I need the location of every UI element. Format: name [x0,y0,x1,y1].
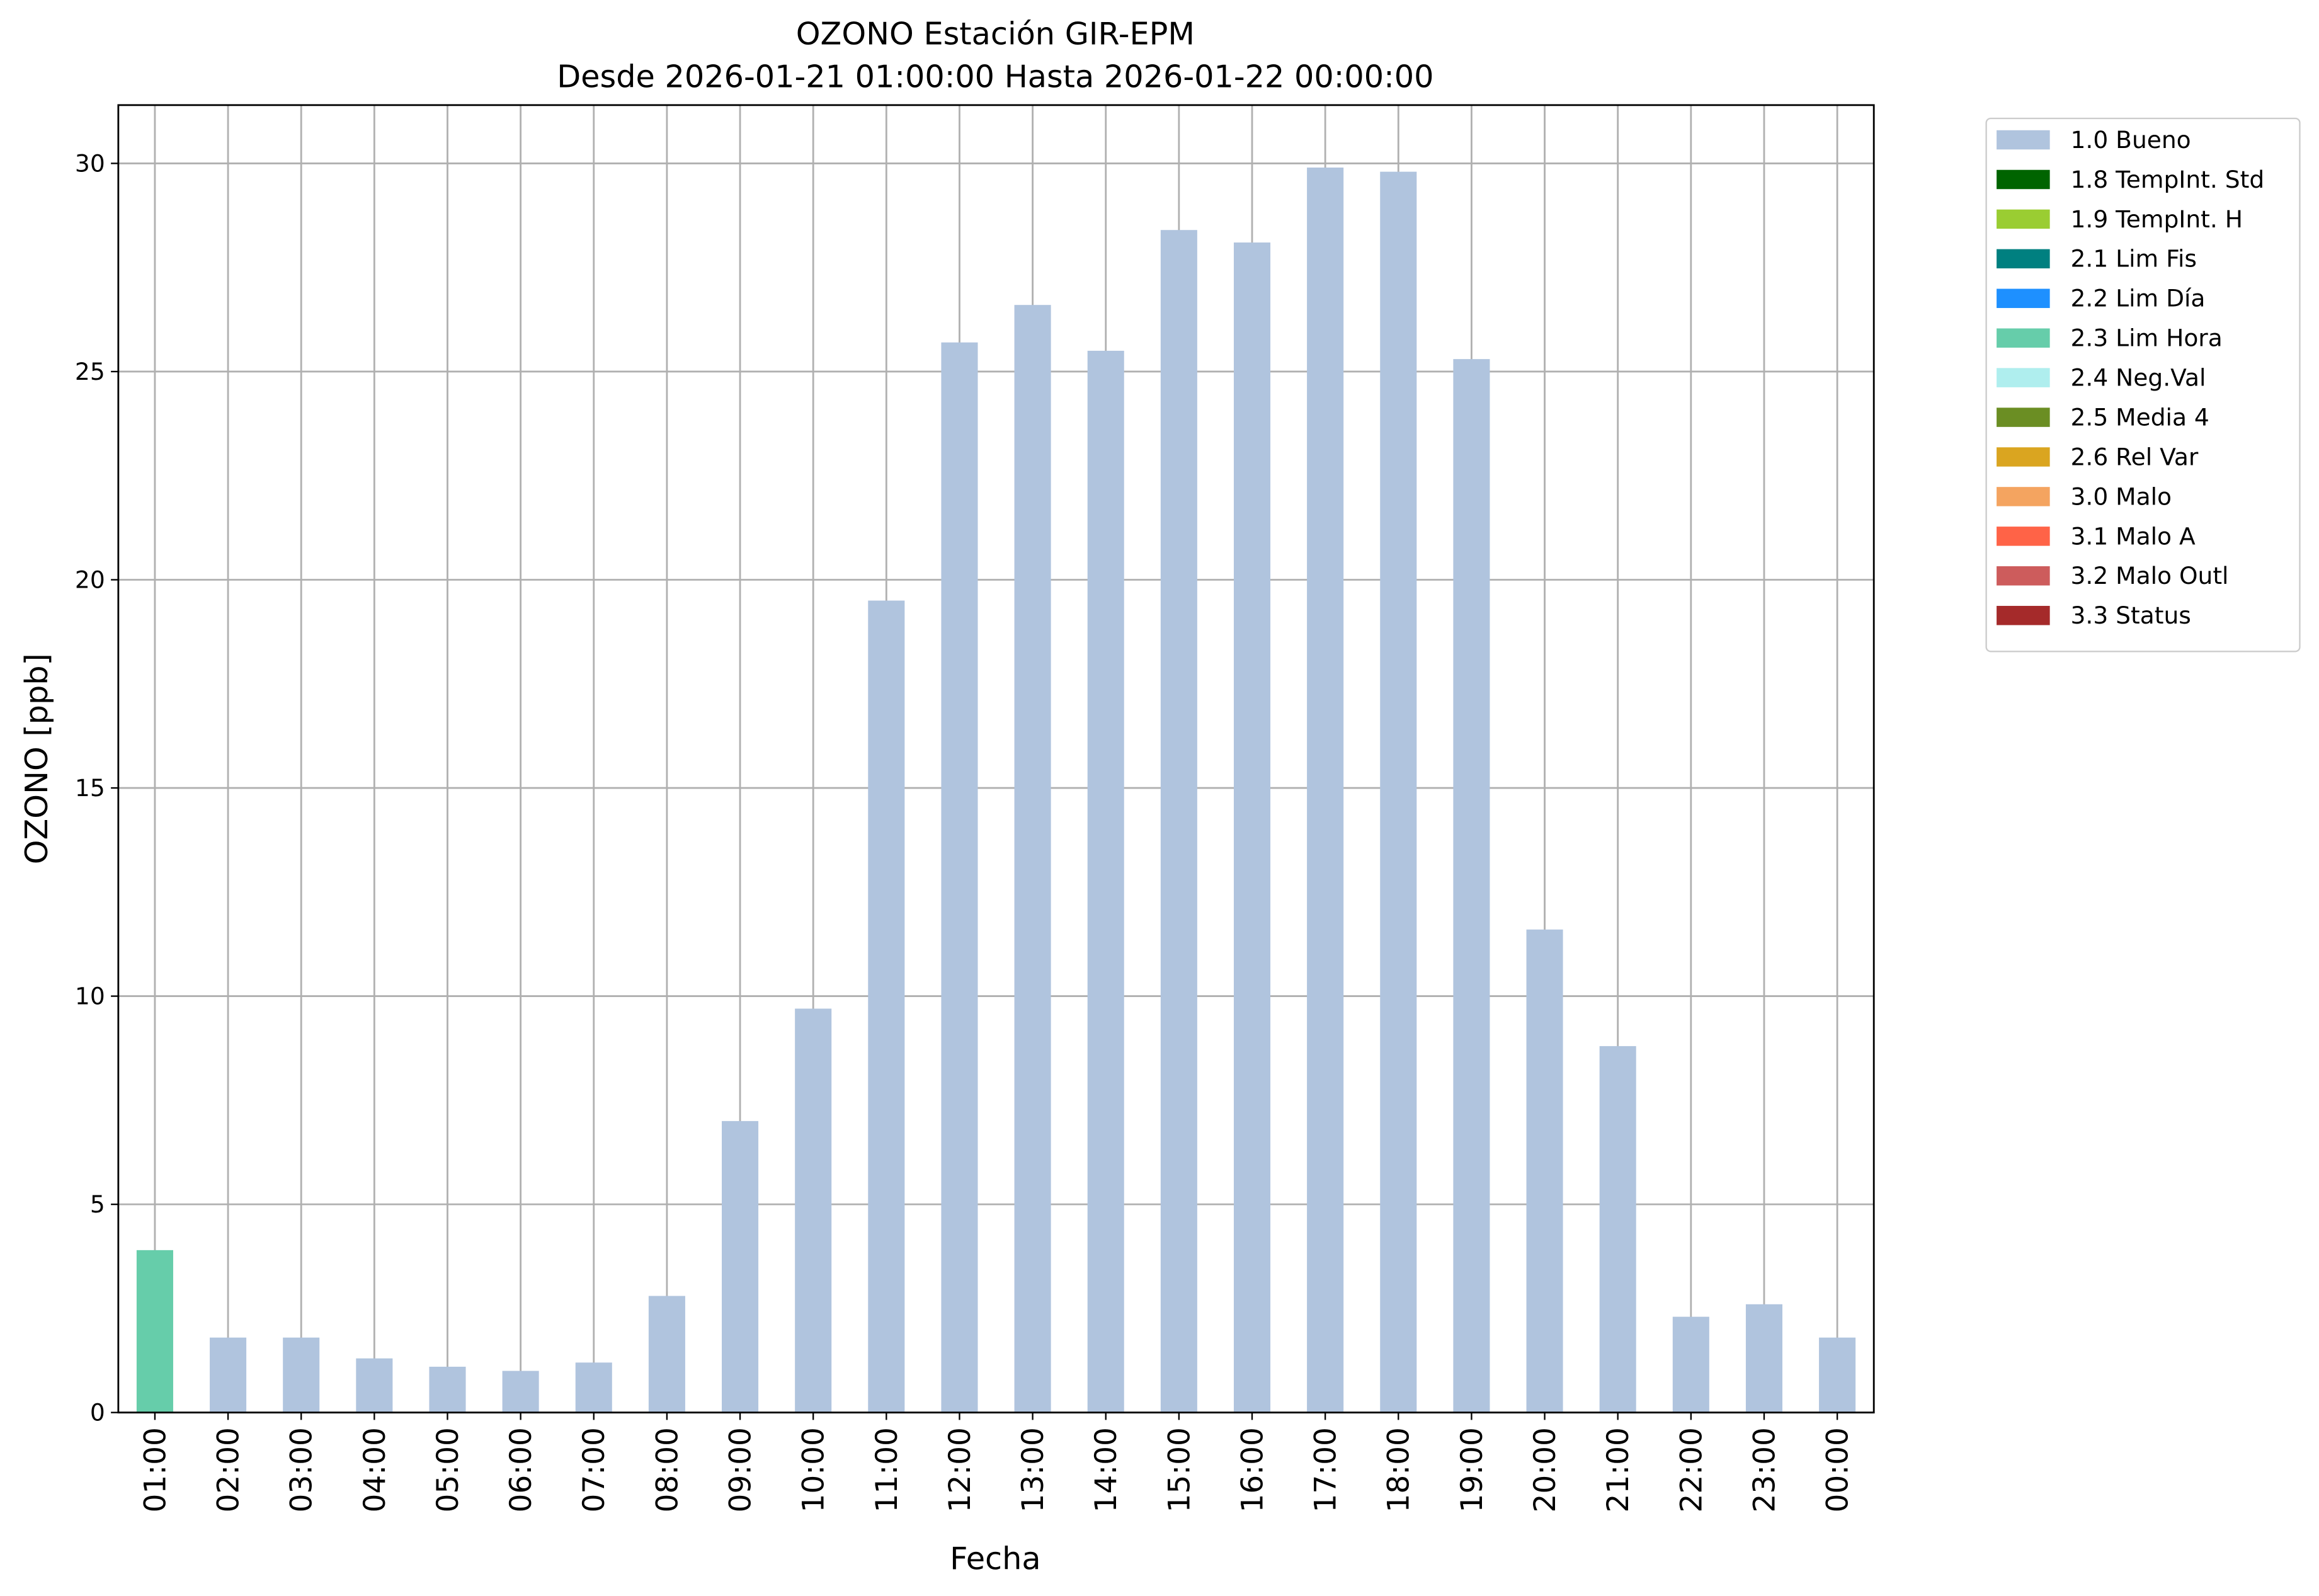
x-tick-label: 22:00 [1674,1427,1709,1512]
legend-label: 1.0 Bueno [2071,126,2191,154]
x-tick-label: 05:00 [431,1427,465,1512]
legend-swatch [1997,169,2050,190]
bar [1745,1304,1783,1413]
x-tick-label: 02:00 [212,1427,246,1512]
legend-swatch [1997,447,2050,467]
bar [502,1371,539,1413]
y-tick-label: 30 [75,149,105,177]
legend-label: 2.4 Neg.Val [2071,364,2206,392]
legend-swatch [1997,249,2050,269]
bar [1233,242,1271,1413]
x-tick-label: 17:00 [1309,1427,1343,1512]
bar [1014,305,1051,1413]
legend-swatch [1997,368,2050,387]
ticks: 0 5 10 15 20 25 30 01:00 02:00 03:00 04:00 05:00 06:… [75,149,1855,1512]
x-tick-label: 20:00 [1528,1427,1563,1512]
legend-label: 2.2 Lim Día [2071,285,2206,312]
legend-label: 3.2 Malo Outl [2071,562,2229,590]
bar [429,1366,466,1413]
legend-label: 1.8 TempInt. Std [2071,166,2265,193]
bar [136,1250,173,1413]
bar [941,342,978,1413]
chart-title: OZONO Estación GIR-EPM [796,16,1195,52]
bar [1453,359,1490,1413]
y-tick-label: 0 [90,1399,105,1427]
legend-swatch [1997,328,2050,348]
bar [795,1008,832,1413]
bar [1672,1316,1709,1413]
x-tick-label: 21:00 [1601,1427,1636,1512]
plot-frame [117,104,1875,1414]
legend-label: 3.1 Malo A [2071,522,2196,550]
bar [283,1337,320,1413]
bar [356,1358,393,1413]
x-tick-label: 19:00 [1455,1427,1490,1512]
x-tick-label: 16:00 [1235,1427,1270,1512]
x-tick-label: 11:00 [870,1427,904,1512]
bar [210,1337,247,1413]
bar [1819,1337,1856,1413]
bar [648,1296,685,1413]
y-tick-label: 5 [90,1190,105,1218]
x-tick-label: 07:00 [577,1427,612,1512]
legend-swatch [1997,566,2050,586]
x-tick-label: 04:00 [358,1427,392,1512]
legend-label: 3.0 Malo [2071,482,2172,510]
y-tick-label: 25 [75,358,105,385]
legend-swatch [1997,605,2050,625]
x-tick-label: 10:00 [797,1427,831,1512]
x-tick-label: 03:00 [285,1427,319,1512]
y-axis-label: OZONO [ppb] [18,653,55,864]
legend-label: 2.6 Rel Var [2071,443,2199,470]
x-tick-label: 09:00 [723,1427,758,1512]
x-tick-label: 23:00 [1747,1427,1782,1512]
bar [1307,168,1344,1413]
x-tick-label: 01:00 [138,1427,173,1512]
y-tick-label: 20 [75,566,105,593]
legend-label: 2.3 Lim Hora [2071,324,2223,352]
y-tick-label: 15 [75,774,105,802]
bar [1599,1046,1636,1413]
legend-frame [1985,117,2301,653]
legend-swatch [1997,130,2050,150]
legend-label: 1.9 TempInt. H [2071,205,2243,233]
x-tick-label: 12:00 [943,1427,977,1512]
bar [1526,929,1563,1413]
x-tick-label: 13:00 [1016,1427,1051,1512]
bar [722,1120,759,1413]
bar [1160,230,1197,1413]
x-tick-label: 15:00 [1162,1427,1197,1512]
legend-swatch [1997,209,2050,229]
x-tick-label: 18:00 [1382,1427,1416,1512]
legend-label: 3.3 Status [2071,601,2191,629]
bar [1380,171,1417,1413]
bar [868,600,905,1413]
x-tick-label: 06:00 [504,1427,538,1512]
legend-label: 2.5 Media 4 [2071,403,2209,431]
x-tick-label: 08:00 [650,1427,685,1512]
y-tick-label: 10 [75,983,105,1010]
legend-swatch [1997,527,2050,546]
x-axis-label: Fecha [950,1541,1041,1577]
legend-swatch [1997,408,2050,427]
bar [575,1362,612,1413]
bar [1087,350,1124,1413]
x-tick-label: 00:00 [1821,1427,1855,1512]
legend-swatch [1997,288,2050,309]
legend-swatch [1997,487,2050,506]
bars [136,168,1856,1413]
x-tick-label: 14:00 [1089,1427,1124,1512]
chart-subtitle: Desde 2026-01-21 01:00:00 Hasta 2026-01-… [557,59,1433,95]
legend-label: 2.1 Lim Fis [2071,245,2197,273]
legend: 1.0 Bueno 1.8 TempInt. Std 1.9 TempInt. H 2… [1985,117,2301,653]
